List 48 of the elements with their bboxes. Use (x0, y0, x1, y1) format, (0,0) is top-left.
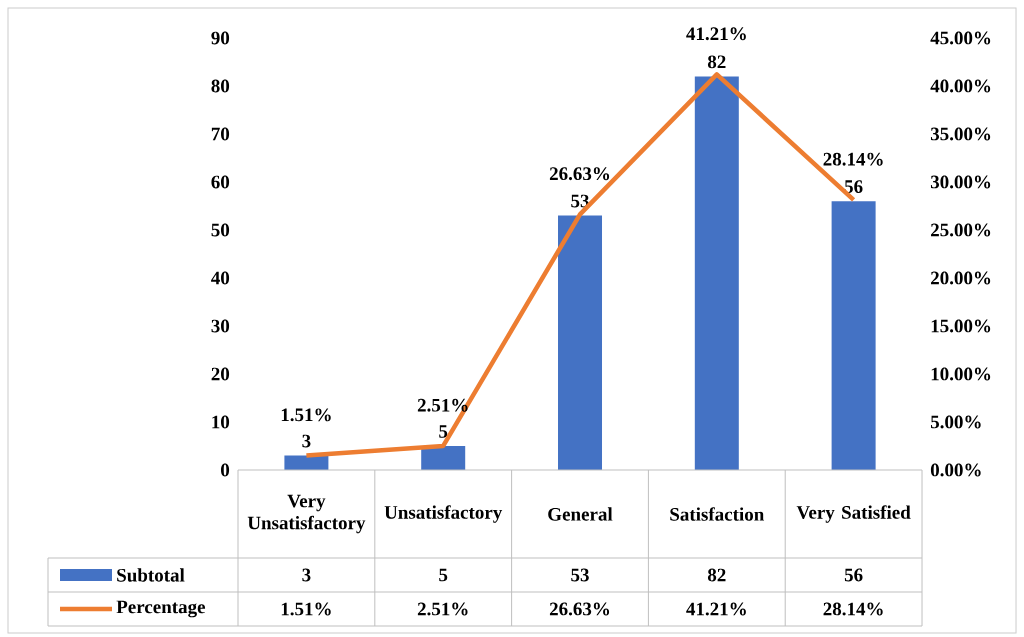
y2-tick-label: 30.00% (930, 175, 991, 189)
text: 82 (707, 55, 726, 69)
data-label: 28.14% (823, 602, 883, 616)
y2-tick-label: 5.00% (930, 415, 981, 429)
text: 5 (439, 425, 448, 438)
data-label: 41.21% (686, 602, 746, 616)
y2-tick-label: 25.00% (931, 223, 991, 237)
x-tick-label: Unsatisfactory (384, 505, 503, 523)
y-tick-label: 50 (211, 223, 230, 237)
y2-tick-label: 35.00% (930, 127, 991, 141)
legend-label: Percentage (116, 600, 206, 618)
data-label: 53 (571, 568, 589, 582)
data-label: 5 (439, 568, 448, 582)
bar (558, 215, 603, 470)
data-label: 1.51% (281, 602, 331, 616)
y2-tick-label: 45.00% (930, 31, 991, 45)
data-label: 82 (707, 568, 726, 582)
y-tick-label: 80 (211, 79, 230, 93)
x-tick-label: General (548, 507, 613, 521)
x-tick-label: Very Satisfied (796, 505, 911, 523)
y-tick-label: 60 (211, 175, 230, 189)
data-label: 2.51% (417, 602, 468, 616)
text: 41.21% (686, 27, 746, 41)
y-tick-label: 30 (211, 319, 230, 333)
bar (831, 201, 876, 470)
data-label: 3 (302, 568, 311, 582)
y-tick-label: 90 (211, 31, 230, 45)
y2-tick-label: 15.00% (931, 319, 991, 333)
x-tick-label: Satisfaction (670, 507, 765, 521)
data-label: 56 (844, 568, 863, 582)
text: 1.51% (281, 408, 331, 422)
legend-label: Subtotal (117, 568, 185, 582)
y-tick-label: 70 (211, 127, 230, 141)
bar (694, 76, 739, 470)
y-tick-label: 40 (211, 271, 230, 285)
y2-tick-label: 10.00% (931, 367, 991, 381)
text: 56 (844, 180, 863, 193)
text: 28.14% (823, 152, 883, 166)
y-tick-label: 20 (211, 367, 230, 381)
y2-tick-label: 20.00% (931, 271, 991, 285)
text: 3 (302, 434, 311, 448)
text: 26.63% (549, 167, 610, 181)
x-tick-label: Very Unsatisfactory (247, 494, 366, 534)
y2-tick-label: 40.00% (930, 79, 991, 93)
y-tick-label: 10 (212, 415, 230, 429)
y2-tick-label: 0.00% (930, 463, 981, 477)
data-label: 26.63% (549, 602, 610, 616)
y-tick-label: 0 (221, 463, 230, 477)
